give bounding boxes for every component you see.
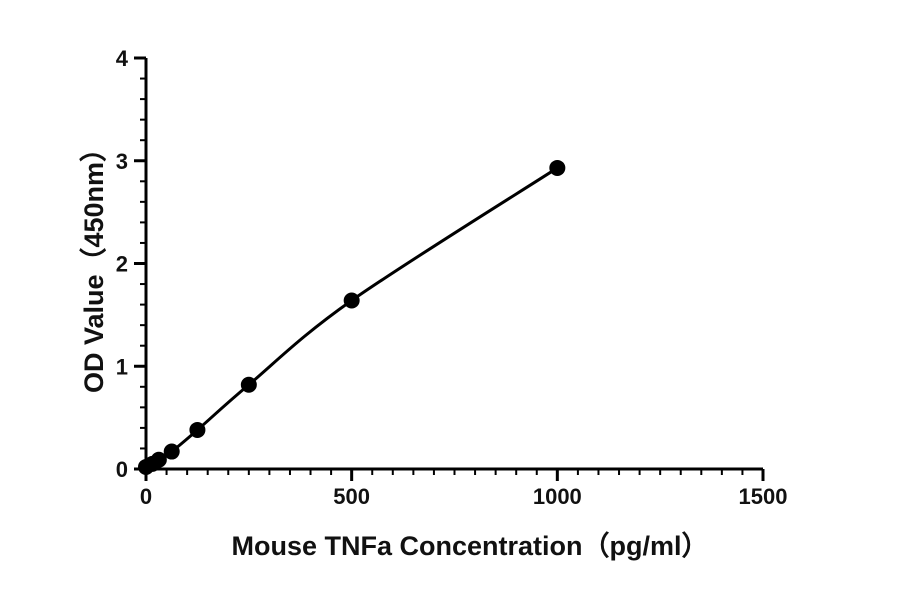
y-tick-label: 0	[116, 457, 128, 482]
x-tick-label: 0	[140, 484, 152, 509]
points-layer	[138, 159, 566, 475]
y-tick-label: 4	[116, 46, 129, 71]
data-point	[163, 443, 180, 460]
curve-layer	[145, 166, 559, 469]
y-tick-label: 1	[116, 354, 128, 379]
fitted-curve-line	[145, 166, 559, 469]
x-tick-label: 500	[333, 484, 370, 509]
y-tick-label: 2	[116, 252, 128, 277]
data-point	[150, 451, 167, 468]
axes: 0 500 1000 1500 0 1 2 3 4	[116, 46, 788, 509]
data-point	[189, 421, 206, 438]
x-axis-title: Mouse TNFa Concentration（pg/ml）	[231, 531, 708, 561]
y-axis-title: OD Value（450nm）	[79, 135, 109, 393]
x-tick-label: 1500	[739, 484, 788, 509]
y-tick-label: 3	[116, 149, 128, 174]
data-point	[343, 292, 360, 309]
data-point	[240, 376, 257, 393]
data-point	[549, 159, 566, 176]
x-tick-label: 1000	[533, 484, 582, 509]
